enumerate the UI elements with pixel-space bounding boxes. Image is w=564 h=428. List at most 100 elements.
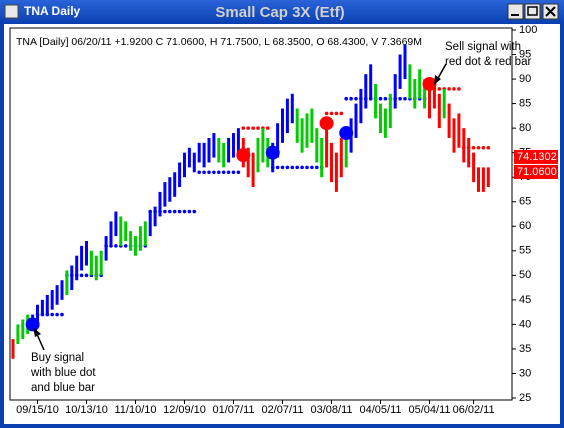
stop-dot bbox=[168, 209, 172, 214]
price-bar bbox=[393, 74, 397, 109]
y-tick-label: 50 bbox=[519, 269, 531, 281]
price-bar bbox=[75, 255, 79, 281]
stop-dot bbox=[471, 145, 476, 150]
plot: 25303540455055606570758085909510009/15/1… bbox=[11, 24, 558, 416]
price-bar bbox=[281, 108, 284, 143]
price-bar bbox=[339, 137, 343, 178]
sell-arrowhead bbox=[434, 75, 441, 85]
x-tick-label: 06/02/11 bbox=[453, 404, 495, 416]
price-bar bbox=[462, 128, 466, 163]
price-bar bbox=[457, 113, 461, 148]
stop-dot bbox=[163, 209, 167, 214]
price-bar bbox=[315, 128, 319, 163]
stop-dot bbox=[241, 126, 246, 130]
stop-dot bbox=[344, 96, 349, 101]
price-bar bbox=[80, 245, 84, 271]
price-bar bbox=[85, 240, 88, 266]
price-bar bbox=[124, 221, 128, 241]
stop-dot bbox=[481, 145, 486, 150]
price-bar bbox=[398, 54, 402, 89]
price-bar bbox=[232, 133, 235, 158]
y-tick-label: 35 bbox=[519, 343, 531, 355]
stop-dot bbox=[398, 96, 402, 101]
stop-dot bbox=[246, 126, 250, 130]
price-bar bbox=[217, 137, 221, 163]
price-bar bbox=[295, 108, 299, 143]
price-bar bbox=[89, 250, 93, 276]
window-buttons[interactable] bbox=[507, 3, 559, 20]
price-bar bbox=[70, 265, 74, 291]
price-bar bbox=[178, 162, 182, 188]
stop-dot bbox=[114, 244, 118, 248]
price-bar bbox=[158, 191, 162, 217]
price-bar bbox=[428, 83, 431, 119]
stop-dot bbox=[354, 96, 358, 101]
stop-dot bbox=[476, 145, 481, 150]
price-bar bbox=[55, 285, 59, 305]
close-icon bbox=[545, 6, 556, 17]
price-bar bbox=[236, 128, 240, 153]
x-tick-label: 01/07/11 bbox=[212, 404, 254, 416]
stop-dot bbox=[212, 170, 216, 175]
stop-dot bbox=[447, 87, 451, 91]
price-bar bbox=[65, 270, 69, 295]
price-bar bbox=[486, 167, 490, 188]
price-bar bbox=[320, 137, 324, 178]
price-bar bbox=[408, 64, 412, 99]
price-bar bbox=[11, 339, 15, 359]
price-bar bbox=[442, 88, 446, 119]
price-bar bbox=[207, 137, 211, 163]
stop-dot bbox=[187, 209, 192, 214]
price-bar bbox=[472, 152, 476, 183]
price-bar bbox=[153, 206, 157, 227]
chart-header: TNA [Daily] 06/20/11 +1.9200 C 71.0600, … bbox=[16, 36, 422, 48]
price-bar bbox=[432, 79, 436, 109]
price-bar bbox=[276, 123, 280, 158]
price-bar bbox=[36, 304, 39, 325]
price-bar bbox=[290, 93, 294, 124]
price-bar bbox=[447, 103, 451, 138]
stop-dot bbox=[300, 165, 304, 170]
stop-dot bbox=[177, 209, 182, 214]
stop-dot bbox=[383, 96, 388, 101]
y-tick-label: 60 bbox=[519, 220, 531, 232]
stop-dot bbox=[79, 273, 84, 278]
price-bar bbox=[364, 74, 368, 109]
price-bar bbox=[163, 182, 167, 207]
chart-panel bbox=[4, 24, 560, 424]
y-tick-label: 80 bbox=[519, 122, 531, 134]
price-bar bbox=[148, 211, 152, 237]
stop-dot bbox=[349, 96, 353, 101]
price-bar bbox=[467, 137, 471, 168]
price-label-box bbox=[514, 149, 558, 164]
stop-dot bbox=[192, 209, 197, 214]
price-bar bbox=[256, 137, 260, 173]
y-tick-label: 85 bbox=[519, 98, 531, 110]
price-bar bbox=[437, 93, 441, 129]
annotation-text: and blue bar bbox=[31, 382, 95, 394]
y-tick-label: 90 bbox=[519, 73, 531, 85]
minimize-button[interactable] bbox=[507, 3, 524, 20]
signal-dot bbox=[25, 317, 40, 332]
y-tick-label: 65 bbox=[519, 196, 531, 208]
price-bar bbox=[383, 108, 387, 138]
stop-dot bbox=[207, 170, 211, 175]
price-bar bbox=[114, 211, 118, 237]
price-bar bbox=[197, 142, 201, 163]
signal-dot bbox=[319, 116, 334, 131]
x-tick-label: 03/08/11 bbox=[310, 404, 352, 416]
stop-dot bbox=[280, 165, 285, 170]
price-bar bbox=[344, 133, 348, 168]
price-bar bbox=[129, 231, 133, 251]
y-tick-label: 40 bbox=[519, 318, 531, 330]
stop-dot bbox=[123, 244, 128, 248]
y-tick-label: 25 bbox=[519, 392, 531, 404]
price-bar bbox=[413, 79, 417, 109]
price-bar bbox=[481, 167, 485, 192]
app-icon bbox=[4, 4, 19, 19]
price-bar bbox=[94, 255, 98, 281]
x-tick-label: 10/13/10 bbox=[65, 404, 108, 416]
stop-dot bbox=[437, 87, 442, 91]
